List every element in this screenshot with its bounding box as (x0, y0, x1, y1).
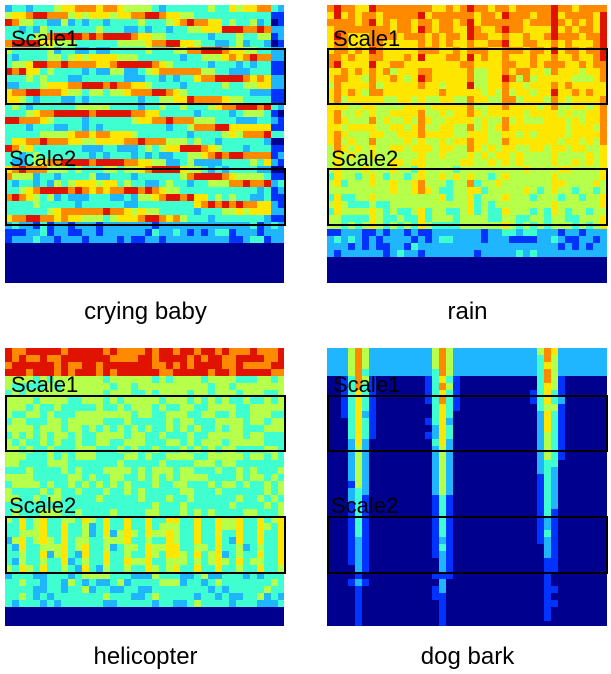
spectrogram-dog-bark (327, 348, 607, 626)
scale1-box-dog-bark (327, 395, 608, 452)
scale2-box-rain (327, 168, 608, 226)
scale2-box-helicopter (5, 516, 286, 574)
scale1-box-crying-baby (5, 48, 286, 105)
scale2-label-dog-bark: Scale2 (331, 493, 399, 518)
caption-helicopter: helicopter (93, 643, 198, 670)
spectrogram-texture (327, 5, 607, 283)
scale2-box-dog-bark (327, 516, 608, 574)
scale1-label-helicopter: Scale1 (11, 372, 79, 397)
scale1-box-rain (327, 48, 608, 105)
caption-dog-bark: dog bark (420, 643, 515, 670)
scale1-label-dog-bark: Scale1 (333, 372, 401, 397)
scale1-label-rain: Scale1 (333, 26, 401, 51)
caption-rain: rain (447, 298, 488, 325)
scale2-label-rain: Scale2 (331, 146, 399, 171)
scale2-label-helicopter: Scale2 (9, 493, 77, 518)
scale2-box-crying-baby (5, 168, 286, 226)
spectrogram-rain (327, 5, 607, 283)
caption-crying-baby: crying baby (84, 298, 207, 325)
scale2-label-crying-baby: Scale2 (9, 146, 77, 171)
spectrogram-texture (5, 348, 284, 626)
spectrogram-texture (327, 348, 607, 626)
scale1-box-helicopter (5, 395, 286, 452)
scale1-label-crying-baby: Scale1 (11, 26, 79, 51)
spectrogram-helicopter (5, 348, 284, 626)
